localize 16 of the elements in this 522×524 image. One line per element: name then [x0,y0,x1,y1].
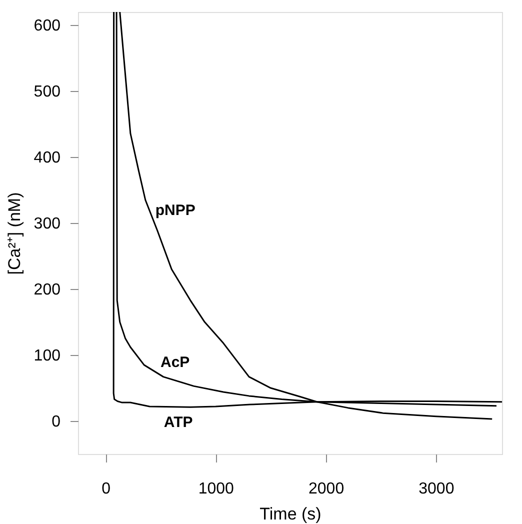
x-axis-title: Time (s) [260,504,322,524]
y-axis-title: [Ca²⁺] (nM) [4,192,24,275]
y-tick-label: 400 [34,150,61,167]
y-tick-label: 200 [34,282,61,299]
x-tick-label: 1000 [198,480,234,498]
series-label: pNPP [155,202,196,220]
y-tick-label: 300 [34,216,61,233]
y-tick-label: 100 [34,348,61,365]
series-label: ATP [164,414,193,432]
x-tick-label: 0 [102,480,111,498]
y-tick-label: 0 [52,414,61,431]
y-tick-label: 600 [34,18,61,35]
y-tick-label: 500 [34,84,61,101]
x-tick-label: 3000 [418,480,454,498]
series-label: AcP [160,354,190,371]
x-tick-label: 2000 [308,480,344,498]
